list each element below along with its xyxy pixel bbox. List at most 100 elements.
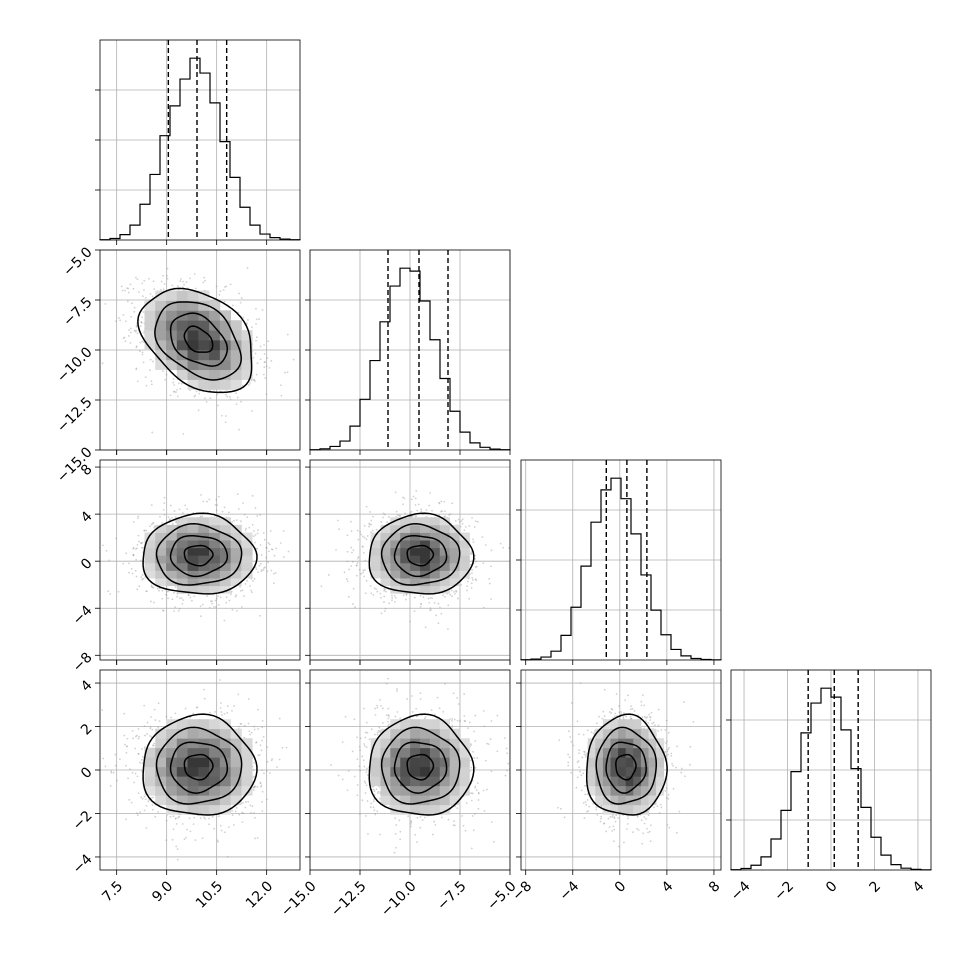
scatter-point — [202, 281, 205, 284]
density-panel-2-4 — [305, 669, 511, 875]
scatter-point — [363, 780, 366, 783]
density-cell — [219, 547, 232, 556]
scatter-point — [665, 742, 668, 745]
scatter-point — [225, 596, 228, 599]
density-cell — [230, 320, 242, 331]
scatter-point — [247, 319, 249, 321]
scatter-point — [115, 537, 118, 540]
scatter-point — [275, 547, 277, 550]
scatter-point — [276, 766, 278, 769]
scatter-point — [355, 564, 358, 567]
scatter-point — [489, 738, 492, 740]
scatter-point — [435, 614, 438, 617]
scatter-point — [217, 495, 220, 498]
density-cell — [209, 379, 221, 390]
density-cell — [420, 766, 431, 777]
scatter-point — [259, 358, 262, 361]
scatter-point — [472, 578, 474, 581]
scatter-point — [394, 817, 396, 820]
scatter-point — [427, 597, 430, 600]
scatter-point — [570, 771, 573, 774]
density-cell — [219, 757, 232, 768]
density-cell — [459, 532, 470, 541]
scatter-point — [410, 823, 412, 825]
scatter-point — [425, 509, 428, 511]
scatter-point — [152, 808, 154, 811]
scatter-point — [144, 376, 147, 378]
density-cell — [420, 776, 431, 787]
scatter-point — [666, 750, 669, 753]
density-cell — [209, 585, 221, 594]
density-cell — [429, 719, 441, 730]
scatter-point — [364, 792, 367, 794]
scatter-point — [600, 804, 603, 807]
density-grid — [144, 290, 253, 390]
scatter-point — [626, 828, 628, 830]
scatter-point — [243, 595, 245, 598]
scatter-point — [170, 716, 173, 719]
scatter-point — [254, 816, 256, 819]
density-cell — [587, 747, 596, 758]
scatter-point — [253, 786, 256, 789]
density-cell — [610, 747, 619, 758]
scatter-point — [132, 554, 135, 557]
scatter-point — [388, 602, 391, 605]
scatter-point — [385, 714, 388, 717]
scatter-point — [266, 570, 269, 573]
scatter-point — [664, 789, 667, 792]
scatter-point — [206, 595, 209, 598]
density-cell — [209, 320, 221, 331]
scatter-point — [148, 277, 151, 280]
scatter-point — [463, 714, 466, 717]
axes-frame — [309, 669, 511, 871]
density-cell — [370, 555, 381, 564]
scatter-point — [237, 508, 240, 510]
scatter-point — [264, 566, 266, 569]
scatter-point — [396, 688, 398, 690]
scatter-point — [223, 619, 226, 622]
scatter-point — [150, 585, 153, 588]
scatter-point — [231, 608, 234, 611]
scatter-point — [256, 547, 259, 550]
scatter-point — [142, 311, 145, 313]
scatter-point — [133, 781, 135, 784]
scatter-point — [217, 604, 220, 606]
scatter-point — [633, 710, 636, 712]
density-cell — [144, 785, 156, 796]
density-cell — [370, 757, 381, 768]
scatter-point — [438, 501, 440, 504]
scatter-point — [613, 828, 616, 831]
scatter-point — [345, 578, 348, 580]
scatter-point — [650, 824, 652, 827]
scatter-point — [172, 390, 175, 393]
scatter-point — [77, 288, 79, 290]
scatter-point — [419, 698, 422, 700]
density-cell — [219, 585, 232, 594]
density-cell — [209, 330, 221, 341]
scatter-point — [134, 772, 137, 775]
scatter-point — [387, 720, 390, 723]
density-cell — [166, 300, 178, 311]
density-cell — [198, 562, 210, 571]
scatter-point — [263, 353, 266, 355]
scatter-point — [675, 766, 677, 769]
density-cell — [144, 747, 156, 758]
scatter-point — [271, 548, 274, 551]
scatter-point — [376, 590, 379, 593]
density-cell — [198, 555, 210, 564]
scatter-point — [145, 804, 148, 807]
density-cell — [187, 757, 199, 768]
scatter-point — [579, 770, 581, 773]
scatter-point — [448, 514, 451, 516]
density-cell — [230, 562, 242, 571]
scatter-point — [403, 497, 406, 500]
density-cell — [380, 757, 391, 768]
scatter-point — [282, 556, 285, 558]
scatter-point — [668, 826, 671, 829]
density-cell — [219, 785, 232, 796]
contour-line — [380, 523, 461, 586]
density-cell — [439, 555, 451, 564]
scatter-point — [359, 769, 362, 772]
density-cell — [198, 540, 210, 549]
scatter-point — [654, 724, 656, 727]
